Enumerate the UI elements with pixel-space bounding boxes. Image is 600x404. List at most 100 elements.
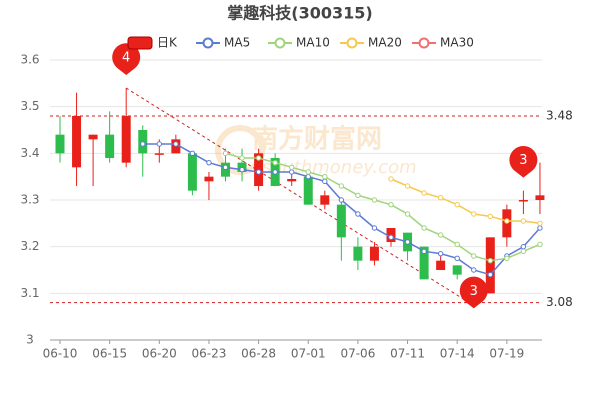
ma-point bbox=[305, 173, 311, 180]
y-tick-label: 3.4 bbox=[20, 146, 39, 160]
ma-point bbox=[322, 178, 328, 185]
ma-point bbox=[520, 243, 527, 250]
x-tick-label: 07-14 bbox=[440, 347, 475, 361]
legend-marker bbox=[418, 37, 430, 49]
x-tick-label: 06-10 bbox=[43, 347, 78, 361]
candle-body bbox=[436, 260, 446, 270]
ma-point bbox=[355, 192, 361, 199]
ma-line bbox=[390, 178, 541, 225]
legend-label: 日K bbox=[157, 36, 178, 50]
y-tick-label: 3.3 bbox=[20, 193, 39, 207]
y-tick-label: 3.6 bbox=[20, 53, 39, 67]
ma-point bbox=[355, 211, 361, 217]
ma-point bbox=[371, 197, 378, 203]
ma-point bbox=[537, 220, 543, 227]
ma-point bbox=[338, 197, 345, 203]
ma-point bbox=[239, 155, 245, 161]
pin bbox=[459, 276, 488, 309]
ma-point bbox=[487, 271, 493, 278]
candle-body bbox=[419, 246, 429, 280]
candle-body bbox=[535, 195, 545, 200]
x-tick-label: 07-01 bbox=[291, 347, 326, 361]
y-tick-label: 3.2 bbox=[20, 239, 39, 253]
candle-body bbox=[485, 237, 495, 294]
candle-body bbox=[353, 246, 363, 261]
x-tick-label: 06-23 bbox=[192, 347, 227, 361]
ma-point bbox=[338, 183, 345, 189]
ma-point bbox=[222, 150, 229, 157]
ma-point bbox=[471, 253, 477, 259]
ma-point bbox=[305, 169, 311, 175]
candle-body bbox=[154, 153, 164, 155]
candle-body bbox=[320, 195, 330, 205]
candle-body bbox=[452, 265, 462, 275]
ma-point bbox=[520, 218, 527, 224]
ma-point bbox=[322, 173, 328, 180]
ma-point bbox=[388, 234, 394, 241]
ma-point bbox=[454, 255, 460, 262]
ma-point bbox=[140, 141, 146, 147]
ma-point bbox=[173, 141, 179, 147]
trend-line bbox=[125, 87, 474, 306]
ma-point bbox=[206, 159, 212, 166]
level-label: 3.48 bbox=[546, 109, 573, 123]
ma-point bbox=[388, 176, 394, 182]
ma-point bbox=[520, 248, 527, 255]
ma-point bbox=[272, 169, 278, 175]
x-tick-label: 07-19 bbox=[489, 347, 524, 361]
candle-body bbox=[105, 134, 115, 158]
y-tick-label: 3.5 bbox=[20, 99, 39, 113]
candle-body bbox=[336, 204, 346, 238]
watermark: 南方财富网 southmoney.com bbox=[215, 124, 417, 178]
ma-point bbox=[454, 201, 460, 208]
legend-label: MA20 bbox=[368, 36, 402, 50]
candle-body bbox=[287, 179, 297, 182]
ma-point bbox=[504, 218, 510, 224]
candle-body bbox=[303, 176, 313, 205]
ma-point bbox=[388, 201, 394, 208]
ma-point bbox=[255, 155, 262, 161]
legend-marker bbox=[346, 37, 358, 49]
candle-body bbox=[369, 246, 379, 261]
ma-point bbox=[454, 241, 460, 248]
ma-point bbox=[421, 190, 427, 196]
ma-point bbox=[437, 194, 444, 201]
ma-point bbox=[404, 211, 411, 217]
x-tick-label: 06-15 bbox=[92, 347, 127, 361]
ma-point bbox=[537, 241, 543, 248]
x-tick-label: 07-06 bbox=[340, 347, 375, 361]
ma-point bbox=[156, 141, 163, 147]
candle-body bbox=[121, 116, 131, 163]
ma-point bbox=[487, 257, 493, 264]
candle-body bbox=[72, 116, 82, 168]
pin-label: 3 bbox=[519, 153, 527, 168]
y-tick-label: 3 bbox=[26, 333, 34, 347]
watermark-url: southmoney.com bbox=[262, 157, 417, 178]
ma-point bbox=[289, 164, 295, 171]
chart-title: 掌趣科技(300315) bbox=[227, 4, 372, 23]
ma-point bbox=[189, 150, 196, 157]
ma-point bbox=[537, 225, 543, 231]
ma-point bbox=[471, 267, 477, 273]
ma-point bbox=[371, 225, 378, 231]
ma-point bbox=[487, 213, 493, 220]
legend-label: MA30 bbox=[440, 36, 474, 50]
pin-label: 4 bbox=[122, 51, 130, 66]
x-tick-label: 06-28 bbox=[241, 347, 276, 361]
legend-marker bbox=[202, 37, 214, 49]
candle-body bbox=[88, 134, 98, 140]
pin bbox=[112, 43, 141, 75]
ma-point bbox=[471, 211, 477, 217]
candle-body bbox=[204, 176, 214, 182]
ma-line bbox=[225, 152, 541, 262]
legend-label: MA10 bbox=[296, 36, 330, 50]
ma-point bbox=[404, 183, 411, 189]
level-label: 3.08 bbox=[546, 295, 573, 309]
ma-point bbox=[289, 169, 295, 175]
ma-point bbox=[421, 248, 427, 255]
ma-point bbox=[239, 166, 245, 173]
candle-body bbox=[187, 153, 197, 191]
x-tick-label: 07-11 bbox=[390, 347, 425, 361]
candle-body bbox=[518, 200, 528, 202]
